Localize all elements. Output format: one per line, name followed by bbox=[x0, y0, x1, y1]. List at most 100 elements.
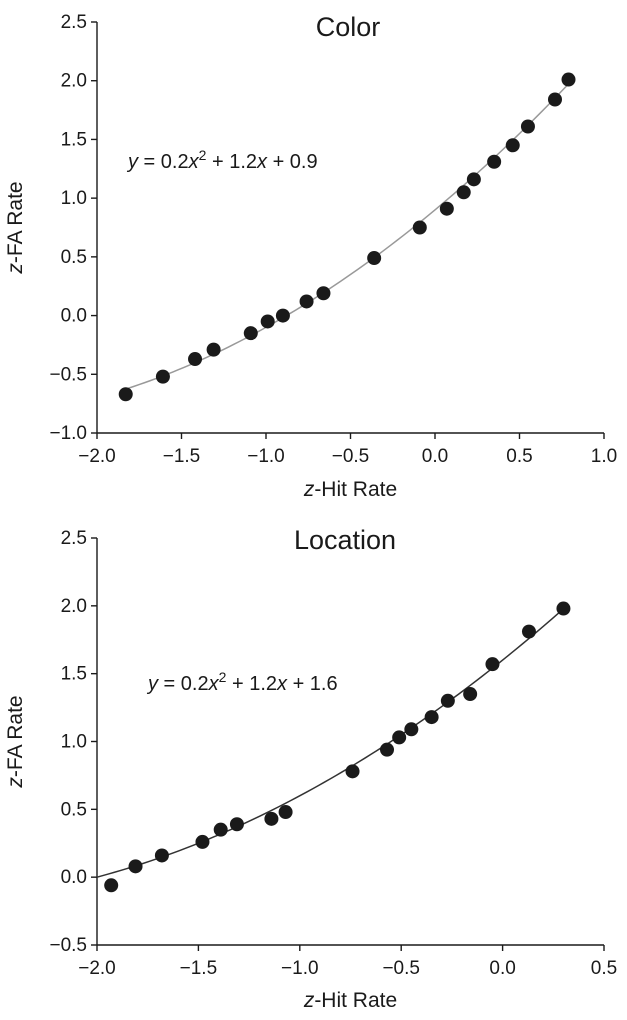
data-point bbox=[155, 369, 170, 384]
data-point bbox=[485, 657, 500, 672]
data-point bbox=[154, 848, 169, 863]
equation-part: = 0.2 bbox=[138, 151, 189, 173]
equation-part: + 0.9 bbox=[267, 151, 318, 173]
y-tick-label: 1.5 bbox=[61, 664, 87, 685]
x-axis-title-rest: -Hit Rate bbox=[314, 478, 397, 501]
data-point bbox=[278, 805, 293, 820]
data-point bbox=[367, 251, 382, 266]
y-tick-label: 2.0 bbox=[61, 71, 87, 92]
y-tick-label: −0.5 bbox=[49, 935, 87, 956]
y-tick-label: 1.5 bbox=[61, 129, 87, 150]
equation-part: + 1.2 bbox=[226, 673, 277, 695]
data-point bbox=[463, 687, 478, 702]
x-tick-label: −1.0 bbox=[247, 446, 285, 467]
x-tick-label: 0.0 bbox=[422, 446, 448, 467]
equation-x: x bbox=[208, 673, 220, 695]
data-point bbox=[128, 859, 143, 874]
data-point bbox=[556, 601, 571, 616]
data-point bbox=[380, 742, 395, 757]
data-point bbox=[299, 294, 314, 309]
y-tick-label: 1.0 bbox=[61, 732, 87, 753]
y-axis-title: z-FA Rate bbox=[4, 695, 27, 788]
x-axis-title-italic: z bbox=[303, 989, 315, 1012]
data-point bbox=[104, 878, 119, 893]
data-point bbox=[521, 624, 536, 639]
data-point bbox=[424, 710, 439, 725]
fit-curve bbox=[96, 608, 564, 878]
x-axis-title-italic: z bbox=[303, 478, 315, 501]
data-point bbox=[243, 326, 258, 341]
y-axis-title-rest: -FA Rate bbox=[4, 695, 27, 777]
data-point bbox=[206, 342, 221, 357]
equation-part: + 1.6 bbox=[287, 673, 338, 695]
equation-x: x bbox=[276, 673, 288, 695]
x-tick-label: −2.0 bbox=[78, 446, 116, 467]
y-tick-label: 2.0 bbox=[61, 596, 87, 617]
data-point bbox=[316, 286, 331, 301]
location-panel: −0.5 0.0 0.5 1.0 1.5 2.0 2.5 −2.0 −1.5 −1.0 −0.5 0.… bbox=[4, 525, 617, 1012]
y-axis-title-italic: z bbox=[4, 777, 27, 789]
equation-y: y bbox=[126, 151, 139, 173]
x-tick-label: −0.5 bbox=[332, 446, 370, 467]
x-axis-title: z-Hit Rate bbox=[303, 478, 397, 501]
equation-part: + 1.2 bbox=[206, 151, 257, 173]
fit-curve bbox=[122, 81, 571, 391]
y-tick-label: 2.5 bbox=[61, 12, 87, 33]
x-tick-label: 0.5 bbox=[591, 958, 617, 979]
data-point bbox=[439, 201, 454, 216]
data-point bbox=[520, 119, 535, 134]
fit-equation: y = 0.2x2 + 1.2x + 1.6 bbox=[146, 669, 338, 695]
y-tick-label: 1.0 bbox=[61, 188, 87, 209]
data-point bbox=[345, 764, 360, 779]
data-point bbox=[229, 817, 244, 832]
equation-y: y bbox=[146, 673, 159, 695]
data-point bbox=[404, 722, 419, 737]
equation-exponent: 2 bbox=[219, 669, 227, 685]
y-axis-title-rest: -FA Rate bbox=[4, 181, 27, 263]
x-tick-label: 0.5 bbox=[506, 446, 532, 467]
y-axis-title-italic: z bbox=[4, 263, 27, 275]
data-point bbox=[466, 172, 481, 187]
data-point bbox=[213, 822, 228, 837]
data-point bbox=[547, 92, 562, 107]
data-point bbox=[440, 693, 455, 708]
equation-part: = 0.2 bbox=[158, 673, 209, 695]
y-tick-label: 2.5 bbox=[61, 528, 87, 549]
color-panel: −1.0 −0.5 0.0 0.5 1.0 1.5 2.0 2.5 −2.0 −1.5 −1.0 −0… bbox=[4, 12, 617, 501]
y-tick-label: 0.0 bbox=[61, 867, 87, 888]
x-tick-label: −0.5 bbox=[382, 958, 420, 979]
data-point bbox=[195, 834, 210, 849]
y-axis-title: z-FA Rate bbox=[4, 181, 27, 274]
equation-exponent: 2 bbox=[199, 147, 207, 163]
y-tick-label: −1.0 bbox=[49, 423, 87, 444]
x-tick-label: 0.0 bbox=[489, 958, 515, 979]
data-point bbox=[561, 72, 576, 87]
x-tick-label: 1.0 bbox=[591, 446, 617, 467]
data-point bbox=[456, 185, 471, 200]
data-point bbox=[264, 811, 279, 826]
y-tick-label: 0.5 bbox=[61, 799, 87, 820]
data-point bbox=[188, 352, 203, 367]
panel-title: Location bbox=[294, 525, 396, 555]
x-tick-label: −1.5 bbox=[163, 446, 201, 467]
data-point bbox=[275, 308, 290, 323]
y-tick-label: 0.0 bbox=[61, 306, 87, 327]
data-point bbox=[487, 154, 502, 169]
y-tick-label: 0.5 bbox=[61, 247, 87, 268]
panel-title: Color bbox=[316, 12, 381, 42]
data-point bbox=[118, 387, 133, 402]
data-point bbox=[412, 220, 427, 235]
x-tick-label: −1.5 bbox=[180, 958, 218, 979]
equation-x: x bbox=[188, 151, 200, 173]
x-tick-label: −1.0 bbox=[281, 958, 319, 979]
x-tick-label: −2.0 bbox=[78, 958, 116, 979]
x-axis-title-rest: -Hit Rate bbox=[314, 989, 397, 1012]
fit-equation: y = 0.2x2 + 1.2x + 0.9 bbox=[126, 147, 318, 173]
data-point bbox=[260, 314, 275, 329]
data-point bbox=[505, 138, 520, 153]
data-point bbox=[392, 730, 407, 745]
equation-x: x bbox=[256, 151, 268, 173]
y-tick-label: −0.5 bbox=[49, 364, 87, 385]
